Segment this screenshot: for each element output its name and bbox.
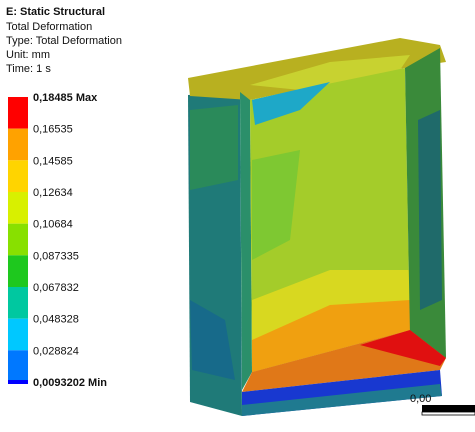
legend-swatch xyxy=(8,380,28,384)
result-title: E: Static Structural xyxy=(6,6,105,18)
legend-label: 0,10684 xyxy=(33,219,73,231)
legend-swatch xyxy=(8,287,28,319)
legend-label: 0,087335 xyxy=(33,250,79,262)
legend-swatch xyxy=(8,255,28,287)
legend-swatch xyxy=(8,97,28,129)
legend-label: 0,16535 xyxy=(33,124,73,136)
viewport: E: Static Structural Total Deformation T… xyxy=(0,0,475,432)
scale-bar xyxy=(422,412,475,415)
legend-label: 0,048328 xyxy=(33,314,79,326)
scale-bar-label: 0,00 xyxy=(410,393,431,405)
scale-bar xyxy=(422,405,475,412)
right-wall-band xyxy=(418,110,442,310)
legend-label: 0,028824 xyxy=(33,345,79,357)
legend-label: 0,14585 xyxy=(33,155,73,167)
legend-swatch xyxy=(8,129,28,161)
legend-label: 0,067832 xyxy=(33,282,79,294)
header-line: Time: 1 s xyxy=(6,63,51,75)
legend-label: 0,12634 xyxy=(33,187,73,199)
inner-edge xyxy=(240,92,252,390)
header-line: Unit: mm xyxy=(6,49,50,61)
left-wall-band xyxy=(190,105,238,190)
legend-label: 0,18485 Max xyxy=(33,92,98,104)
header-line: Total Deformation xyxy=(6,21,92,33)
header-line: Type: Total Deformation xyxy=(6,35,122,47)
legend-swatch xyxy=(8,192,28,224)
legend-swatch xyxy=(8,160,28,192)
legend-label: 0,0093202 Min xyxy=(33,377,107,389)
legend-swatch xyxy=(8,350,28,382)
model xyxy=(188,38,446,416)
legend-swatch xyxy=(8,319,28,351)
legend-swatch xyxy=(8,224,28,256)
